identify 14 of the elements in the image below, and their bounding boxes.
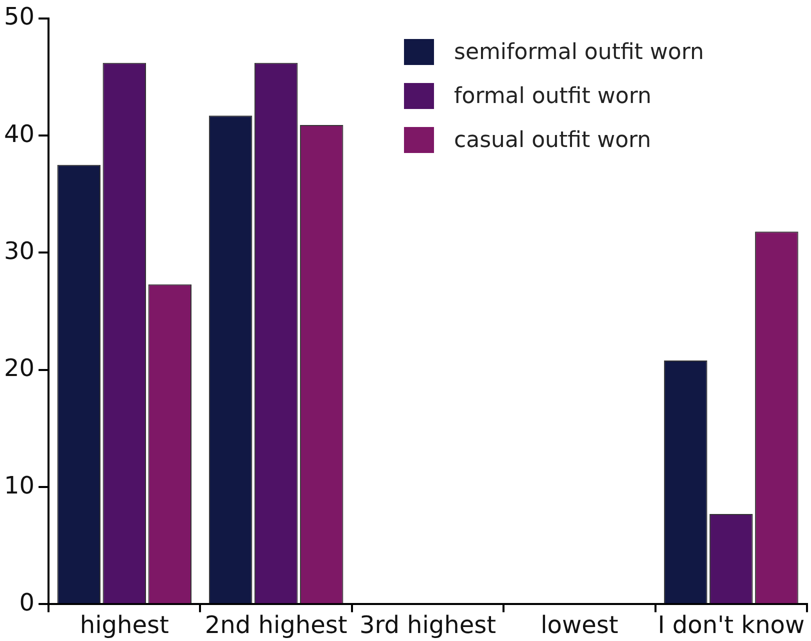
legend-label: semiformal outfit worn	[454, 40, 704, 64]
y-tick-label: 50	[4, 2, 35, 31]
y-tick-label: 0	[19, 588, 35, 616]
y-tick-label: 30	[4, 236, 35, 265]
y-tick-label: 10	[4, 471, 35, 500]
y-tick-label: 20	[4, 354, 35, 382]
x-tick-label: 2nd highest	[204, 610, 348, 639]
legend-label: formal outfit worn	[454, 84, 652, 108]
x-tick-label: highest	[80, 610, 169, 639]
x-tick-label: lowest	[540, 610, 618, 639]
legend-label: casual outfit worn	[454, 128, 652, 152]
x-tick-label: 3rd highest	[359, 610, 496, 639]
x-tick-label: I don't know	[658, 610, 805, 639]
y-tick-label: 40	[4, 120, 35, 148]
